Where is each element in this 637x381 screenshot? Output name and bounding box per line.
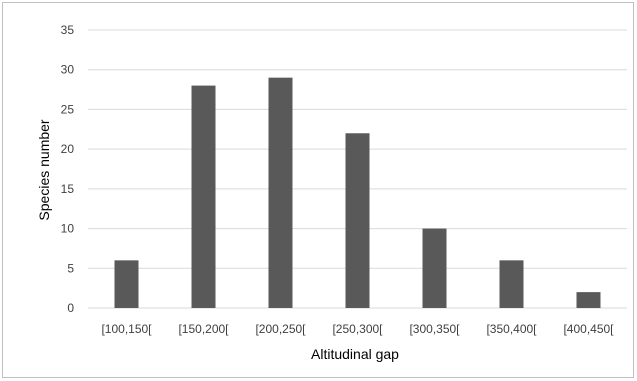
y-tick-label: 0 [67,301,74,315]
y-tick-label: 35 [61,23,75,37]
bar [499,260,524,308]
y-tick-label: 25 [61,102,75,116]
y-tick-label: 10 [61,222,75,236]
bar [191,85,216,308]
bar [268,77,293,309]
bars [114,77,601,309]
x-tick-label: [400,450[ [563,322,614,336]
chart-area [2,2,634,378]
bar [114,260,139,308]
y-tick-label: 5 [67,261,74,275]
x-tick-label: [100,150[ [101,322,152,336]
x-tick-label: [300,350[ [409,322,460,336]
y-tick-label: 15 [61,182,75,196]
x-axis-title: Altitudinal gap [311,346,399,362]
y-tick-label: 30 [61,63,75,77]
x-tick-label: [200,250[ [255,322,306,336]
bar [345,133,370,308]
bar [422,228,447,308]
x-tick-label: [150,200[ [178,322,229,336]
x-tick-label: [350,400[ [486,322,537,336]
y-axis-title: Species number [36,119,52,221]
x-tick-label: [250,300[ [332,322,383,336]
x-tick-labels: [100,150[ [150,200[ [200,250[ [250,300[ [300… [101,322,614,336]
y-tick-labels: 0 5 10 15 20 25 30 35 [61,23,75,315]
y-tick-label: 20 [61,142,75,156]
bar [576,292,601,308]
